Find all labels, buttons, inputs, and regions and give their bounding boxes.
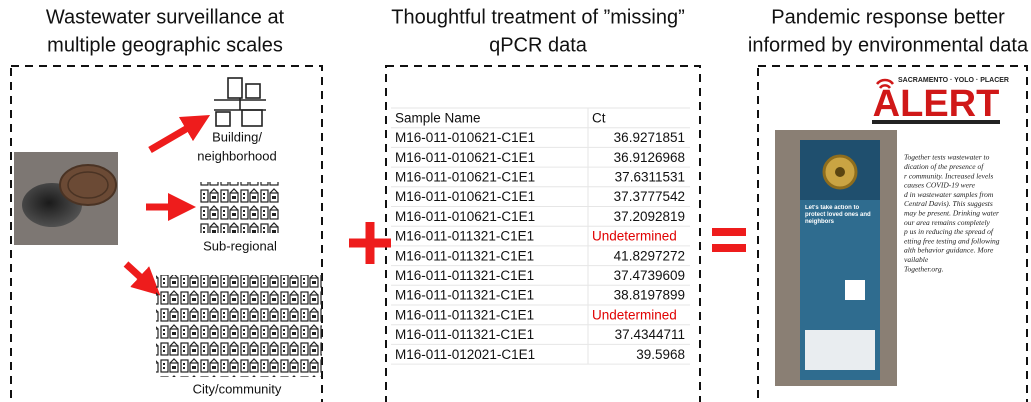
ct-value: 37.3777542 <box>614 189 685 204</box>
sample-name: M16-011-010621-C1E1 <box>395 189 535 204</box>
alert-line: etting free testing and following <box>904 236 1000 245</box>
alert-logo: SACRAMENTO · YOLO · PLACER ALERT <box>872 77 1009 125</box>
sample-name: M16-011-011321-C1E1 <box>395 288 534 303</box>
arrow <box>123 261 161 296</box>
alert-line: Together.org. <box>904 264 944 273</box>
scale-label: City/community <box>193 381 282 396</box>
sample-name: M16-011-011321-C1E1 <box>395 307 534 322</box>
alert-line: d in wastewater samples from <box>904 190 994 199</box>
ct-value: Undetermined <box>592 307 677 322</box>
panel-title: multiple geographic scales <box>47 34 283 56</box>
hanger-heading: Let's take action to protect loved ones … <box>805 205 871 225</box>
panel-title: informed by environmental data <box>748 34 1029 56</box>
ct-value: 37.4344711 <box>615 327 685 342</box>
equals-sign <box>712 228 746 252</box>
panel-title: Wastewater surveillance at <box>46 6 285 28</box>
panel-title: qPCR data <box>489 34 588 56</box>
dashed-box <box>757 65 1028 402</box>
sample-name: M16-011-011321-C1E1 <box>395 229 534 244</box>
ct-value: 36.9126968 <box>614 150 685 165</box>
city-icons <box>156 275 322 377</box>
alert-line: dication of the presence of <box>904 162 984 171</box>
sample-name: M16-011-011321-C1E1 <box>395 268 534 283</box>
ct-value: 37.2092819 <box>614 209 685 224</box>
alert-region: SACRAMENTO · YOLO · PLACER <box>898 77 1009 84</box>
table-header: Sample Name <box>395 110 481 125</box>
alert-line: Together tests wastewater to <box>904 153 990 162</box>
alert-line: causes COVID-19 were <box>904 181 976 190</box>
scale-label: Sub-regional <box>203 238 277 253</box>
sample-name: M16-011-010621-C1E1 <box>395 130 535 145</box>
panel-title: Pandemic response better <box>771 6 1005 28</box>
scale-label: Building/ <box>212 129 262 144</box>
alert-line: alth behavior guidance. More <box>904 246 994 255</box>
alert-line: Central Davis). This suggests <box>904 199 993 208</box>
panel-title: Thoughtful treatment of ”missing” <box>391 6 684 28</box>
scale-label: neighborhood <box>197 148 277 163</box>
sample-name: M16-011-011321-C1E1 <box>395 327 534 342</box>
alert-line: vailable <box>904 255 929 264</box>
alert-line: r community. Increased levels <box>904 171 993 180</box>
ct-value: 36.9271851 <box>614 130 685 145</box>
sample-name: M16-011-010621-C1E1 <box>395 169 535 184</box>
manhole-photo <box>14 152 118 245</box>
subregional-icons <box>200 182 280 233</box>
ct-value: 41.8297272 <box>614 248 685 263</box>
ct-value: 39.5968 <box>636 347 685 362</box>
sample-name: M16-011-012021-C1E1 <box>395 347 535 362</box>
door-hanger-photo: Let's take action to protect loved ones … <box>775 130 897 386</box>
alert-line: our area remains completely <box>904 218 991 227</box>
alert-word: ALERT <box>873 83 1000 125</box>
arrow <box>148 114 211 154</box>
data-table: Sample Name Ct M16-011-010621-C1E1 36.92718… <box>391 107 690 365</box>
table-header: Ct <box>592 110 606 125</box>
ct-value: 38.8197899 <box>614 288 685 303</box>
alert-line: may be present. Drinking water <box>904 209 999 218</box>
sample-name: M16-011-010621-C1E1 <box>395 209 535 224</box>
plus-sign <box>349 222 391 264</box>
table-bg <box>391 108 690 365</box>
ct-value: 37.6311531 <box>615 169 685 184</box>
dashed-box <box>10 65 323 402</box>
ct-value: Undetermined <box>592 229 677 244</box>
dashed-box <box>385 65 701 402</box>
alert-line: p us in reducing the spread of <box>903 227 994 236</box>
ct-value: 37.4739609 <box>614 268 685 283</box>
sample-name: M16-011-010621-C1E1 <box>395 150 535 165</box>
building-icon <box>214 77 266 127</box>
sample-name: M16-011-011321-C1E1 <box>395 248 534 263</box>
